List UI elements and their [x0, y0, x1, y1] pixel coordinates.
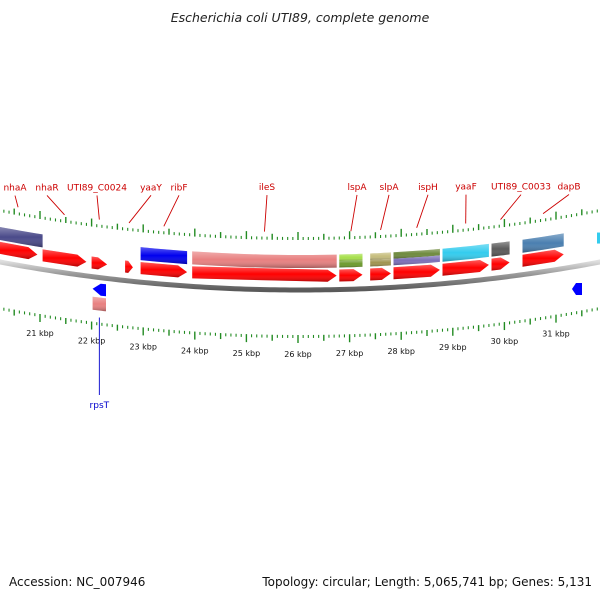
tick-label: 22 kbp — [78, 337, 106, 346]
gene-callouts: nhaA nhaR UTI89_C0024 yaaY ribF ileS lspA slpA i… — [3, 183, 581, 232]
tick-label: 27 kbp — [336, 349, 364, 358]
gene-label-isph: ispH — [418, 183, 438, 193]
cds-arrow-shade — [42, 249, 87, 267]
callout-line — [264, 195, 268, 232]
forward-strand-genes — [0, 241, 564, 282]
callout-line — [46, 195, 65, 216]
callout-line — [14, 195, 19, 208]
feature-box-shade — [140, 247, 188, 265]
cds-arrow-shade — [522, 249, 564, 267]
gene-label-yaaf: yaaF — [455, 183, 477, 193]
callout-line — [96, 195, 100, 220]
gene-label-dapb: dapB — [557, 183, 580, 193]
genome-backbone — [0, 259, 600, 293]
tick-label: 30 kbp — [491, 337, 519, 346]
feature-box-partial — [597, 232, 600, 244]
gene-label-uti89_c0033: UTI89_C0033 — [491, 183, 551, 193]
callout-line — [500, 194, 522, 220]
tick-label: 31 kbp — [542, 330, 570, 339]
ticks-top — [3, 208, 598, 240]
genome-summary-text: Topology: circular; Length: 5,065,741 bp… — [262, 575, 592, 589]
tick-label: 24 kbp — [181, 347, 209, 356]
callout-line — [128, 195, 152, 224]
gene-label-iles: ileS — [259, 183, 276, 193]
gene-label-uti89_c0024: UTI89_C0024 — [67, 183, 127, 193]
cds-arrow-shade — [339, 269, 363, 282]
cds-arrow-shade — [393, 264, 440, 280]
gene-label-yaay: yaaY — [140, 183, 162, 193]
feature-box-shade — [0, 226, 43, 248]
gene-label-ribf: ribF — [170, 183, 187, 193]
cds-arrow-shade — [0, 241, 38, 260]
cds-arrow-shade — [125, 260, 133, 273]
ticks-bottom — [3, 307, 598, 343]
gene-label-nhar: nhaR — [35, 183, 58, 193]
feature-box-shade — [92, 296, 106, 312]
tick-label: 23 kbp — [129, 342, 157, 351]
cds-arrow-shade — [370, 267, 391, 281]
cds-arrow-shade — [192, 266, 337, 282]
feature-box-shade — [370, 252, 391, 260]
tick-label: 21 kbp — [26, 329, 54, 338]
feature-box-shade — [192, 251, 337, 268]
gene-label-rpst: rpsT — [90, 401, 110, 411]
cds-arrow-shade — [491, 257, 510, 271]
feature-box-shade — [370, 258, 391, 267]
tick-label: 26 kbp — [284, 350, 312, 359]
callout-line — [163, 195, 180, 227]
tick-label: 28 kbp — [387, 347, 415, 356]
feature-box-shade — [393, 255, 440, 266]
tick-label: 25 kbp — [233, 349, 261, 358]
callout-line — [542, 194, 570, 215]
gene-label-slpa: slpA — [379, 183, 399, 193]
callout-line — [380, 194, 390, 231]
cds-arrow-shade — [91, 256, 108, 270]
callout-line — [416, 194, 429, 228]
gene-label-nhaa: nhaA — [3, 184, 27, 194]
feature-boxes — [0, 226, 564, 312]
cds-arrow-shade — [442, 260, 489, 276]
map-title: Escherichia coli UTI89, complete genome — [170, 10, 430, 25]
reverse-strand-genes — [92, 232, 600, 297]
callout-line — [350, 194, 358, 232]
tick-label: 29 kbp — [439, 343, 467, 352]
accession-text: Accession: NC_007946 — [9, 575, 146, 589]
cds-arrow-partial — [572, 283, 582, 296]
feature-box-shade — [491, 241, 510, 257]
cds-arrow-rpst — [92, 283, 106, 297]
axis-tick-labels: 21 kbp 22 kbp 23 kbp 24 kbp 25 kbp 26 kbp 27 k… — [26, 329, 570, 359]
reverse-gene-labels: rpsT — [90, 317, 110, 411]
feature-box-shade — [522, 233, 564, 253]
feature-box-shade — [339, 260, 363, 268]
gene-label-lspa: lspA — [347, 183, 367, 193]
feature-box-shade — [442, 243, 489, 262]
cds-arrow-shade — [140, 262, 188, 278]
feature-box-shade — [339, 253, 363, 261]
feature-box-shade — [393, 248, 440, 259]
